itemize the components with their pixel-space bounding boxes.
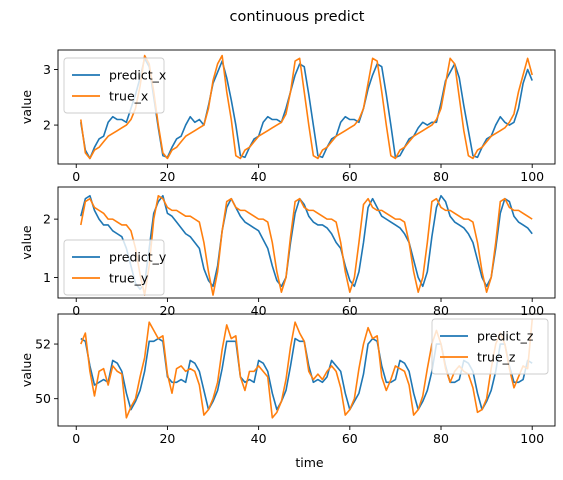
x-tick-label: 60 xyxy=(342,303,358,318)
x-tick-label: 80 xyxy=(433,431,449,446)
legend: predict_y true_y xyxy=(63,239,167,296)
x-tick-label: 20 xyxy=(159,169,175,184)
y-tick-label: 2 xyxy=(43,212,51,227)
x-tick-label: 40 xyxy=(251,169,267,184)
legend-box xyxy=(63,239,165,296)
legend: predict_z true_z xyxy=(431,318,549,375)
legend-box xyxy=(63,57,165,114)
x-tick-label: 20 xyxy=(159,431,175,446)
subplot-2: 0 20 40 60 80 100 1 2 value predict_y true_y xyxy=(19,186,556,318)
x-tick-label: 100 xyxy=(520,431,544,446)
subplot-1: 0 20 40 60 80 100 2 3 value predict_x true_x xyxy=(19,49,556,184)
x-tick-label: 0 xyxy=(72,431,80,446)
y-tick-label: 2 xyxy=(43,118,51,133)
x-tick-label: 100 xyxy=(520,169,544,184)
x-tick-label: 60 xyxy=(342,169,358,184)
legend-box xyxy=(431,318,549,375)
x-tick-label: 0 xyxy=(72,303,80,318)
legend: predict_x true_x xyxy=(63,57,166,114)
axes-frame xyxy=(57,313,556,427)
y-axis-label: value xyxy=(19,90,34,124)
y-tick-label: 50 xyxy=(35,391,51,406)
legend-label-predict_x: predict_x xyxy=(109,68,166,83)
axes-frame xyxy=(57,186,556,299)
x-tick-label: 0 xyxy=(72,169,80,184)
x-tick-label: 40 xyxy=(251,431,267,446)
x-axis-label: time xyxy=(295,455,324,470)
legend-label-predict_z: predict_z xyxy=(477,329,534,344)
y-tick-label: 3 xyxy=(43,62,51,77)
y-tick-label: 1 xyxy=(43,270,51,285)
x-tick-label: 100 xyxy=(520,303,544,318)
legend-label-true_x: true_x xyxy=(109,89,148,104)
x-tick-label: 80 xyxy=(433,303,449,318)
series-line-true_y xyxy=(80,194,533,296)
x-tick-label: 40 xyxy=(251,303,267,318)
y-axis-label: value xyxy=(19,225,34,259)
legend-label-true_y: true_y xyxy=(109,271,149,286)
legend-label-predict_y: predict_y xyxy=(109,250,167,265)
y-axis-label: value xyxy=(19,353,34,387)
x-tick-label: 60 xyxy=(342,431,358,446)
x-tick-label: 80 xyxy=(433,169,449,184)
axes-frame xyxy=(57,49,556,165)
x-tick-label: 20 xyxy=(159,303,175,318)
figure-title: continuous predict xyxy=(229,9,364,25)
y-tick-label: 52 xyxy=(35,337,51,352)
legend-label-true_z: true_z xyxy=(477,350,516,365)
